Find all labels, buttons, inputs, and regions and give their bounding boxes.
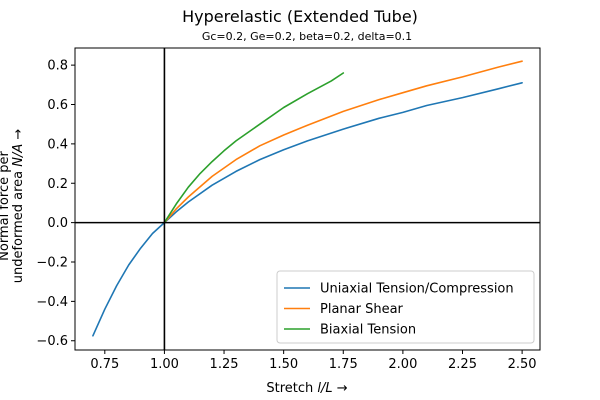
chart-subtitle: Gc=0.2, Ge=0.2, beta=0.2, delta=0.1 <box>202 30 412 43</box>
y-tick-label: −0.2 <box>36 255 68 270</box>
y-tick-label: 0.6 <box>47 98 68 113</box>
x-tick-label: 1.75 <box>329 357 358 372</box>
y-tick-label: 0.8 <box>47 59 68 74</box>
chart-title: Hyperelastic (Extended Tube) <box>182 7 418 26</box>
x-tick-label: 2.00 <box>388 357 417 372</box>
x-axis-label-arrow: → <box>333 381 348 396</box>
x-tick-label: 2.50 <box>508 357 537 372</box>
x-axis-label-variable: l/L <box>317 381 332 396</box>
series-line-0 <box>92 82 523 337</box>
y-axis-label-prefix: undeformed area <box>11 167 26 284</box>
x-axis-label-prefix: Stretch <box>266 381 317 396</box>
legend-label: Uniaxial Tension/Compression <box>320 282 514 297</box>
plot-frame <box>74 47 541 351</box>
legend-box <box>276 270 535 344</box>
y-tick-label: 0.4 <box>47 137 68 152</box>
x-tick-label: 1.00 <box>150 357 179 372</box>
y-axis-label-variable: N/A <box>11 144 26 167</box>
legend: Uniaxial Tension/Compression Planar Shear… <box>276 270 535 344</box>
y-axis-label-arrow: → <box>11 129 26 144</box>
reference-lines <box>75 48 540 350</box>
x-tick-label: 1.25 <box>210 357 239 372</box>
x-tick-label: 0.75 <box>90 357 119 372</box>
y-axis: −0.6 −0.4 −0.2 0.0 0.2 0.4 0.6 0.8 <box>36 59 75 349</box>
y-tick-label: −0.6 <box>36 334 68 349</box>
y-axis-label-line2: undeformed area N/A → <box>11 129 26 284</box>
legend-label: Planar Shear <box>320 302 404 317</box>
x-tick-label: 1.50 <box>269 357 298 372</box>
x-tick-label: 2.25 <box>448 357 477 372</box>
x-axis: 0.75 1.00 1.25 1.50 1.75 2.00 2.25 2.50 <box>90 350 537 372</box>
series-line-2 <box>163 72 345 224</box>
y-axis-label-line1: Normal force per <box>0 151 12 261</box>
legend-label: Biaxial Tension <box>320 323 416 338</box>
series-layer <box>92 60 523 337</box>
series-line-1 <box>163 60 523 224</box>
y-tick-label: 0.2 <box>47 177 68 192</box>
y-tick-label: 0.0 <box>47 216 68 231</box>
y-tick-label: −0.4 <box>36 295 68 310</box>
x-axis-label: Stretch l/L → <box>266 381 347 396</box>
